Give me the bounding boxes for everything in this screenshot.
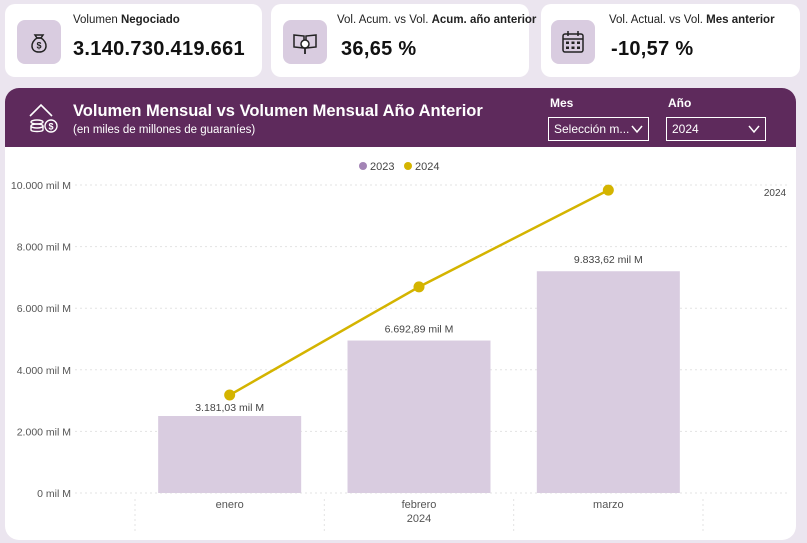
point-enero: [224, 389, 236, 401]
combo-chart: 0 mil M 2.000 mil M 4.000 mil M 6.000 mil M…: [11, 161, 790, 532]
x-group-label: 2024: [407, 513, 431, 525]
kpi-label: Vol. Actual. vs Vol. Mes anterior: [609, 14, 775, 26]
kpi-value: 3.140.730.419.661: [73, 38, 245, 60]
slicer-anio-value: 2024: [672, 122, 699, 136]
x-tick-label: enero: [216, 499, 244, 511]
kpi-card-mes-anterior: Vol. Actual. vs Vol. Mes anterior -10,57…: [541, 4, 800, 77]
kpi-label: Vol. Acum. vs Vol. Acum. año anterior: [337, 14, 537, 26]
slicer-mes-label: Mes: [550, 96, 574, 110]
svg-text:$: $: [36, 41, 41, 51]
panel-header: $ Volumen Mensual vs Volumen Mensual Año…: [5, 88, 796, 147]
y-tick-label: 0 mil M: [37, 488, 71, 500]
slicer-anio-dropdown[interactable]: 2024: [666, 117, 766, 141]
point-febrero: [413, 281, 425, 293]
data-label: 6.692,89 mil M: [385, 324, 454, 336]
slicer-mes-value: Selección m...: [554, 122, 630, 136]
slicer-anio-label: Año: [668, 96, 692, 110]
legend-label-2023: 2023: [370, 161, 394, 173]
chevron-down-icon: [748, 125, 760, 134]
y-tick-label: 4.000 mil M: [17, 365, 71, 377]
svg-text:$: $: [48, 122, 53, 132]
data-label: 9.833,62 mil M: [574, 254, 643, 266]
y-tick-label: 6.000 mil M: [17, 303, 71, 315]
point-marzo: [602, 184, 614, 196]
slicer-mes-dropdown[interactable]: Selección m...: [548, 117, 649, 141]
panel-title: Volumen Mensual vs Volumen Mensual Año A…: [73, 102, 483, 120]
x-tick-label: febrero: [402, 499, 437, 511]
book-search-icon: [283, 20, 327, 64]
y-tick-label: 8.000 mil M: [17, 242, 71, 254]
money-bag-icon: $: [17, 20, 61, 64]
bar-febrero: [347, 340, 491, 493]
y-tick-label: 10.000 mil M: [11, 180, 71, 192]
kpi-value: -10,57 %: [611, 38, 694, 60]
calendar-icon: [551, 20, 595, 64]
x-tick-label: marzo: [593, 499, 624, 511]
kpi-label: Volumen Negociado: [73, 14, 180, 26]
kpi-card-acumulado: Vol. Acum. vs Vol. Acum. año anterior 36…: [271, 4, 536, 77]
panel-subtitle: (en miles de millones de guaraníes): [73, 124, 256, 136]
legend-marker-2024: [404, 162, 412, 170]
line-end-label: 2024: [764, 188, 787, 199]
kpi-value: 36,65 %: [341, 38, 417, 60]
chevron-down-icon: [631, 125, 643, 134]
bar-marzo: [536, 271, 680, 493]
legend-label-2024: 2024: [415, 161, 439, 173]
coins-growth-icon: $: [27, 101, 61, 140]
chart-panel: $ Volumen Mensual vs Volumen Mensual Año…: [5, 88, 796, 540]
y-tick-label: 2.000 mil M: [17, 426, 71, 438]
kpi-card-volumen: $ Volumen Negociado 3.140.730.419.661: [5, 4, 262, 77]
bar-enero: [158, 416, 302, 493]
legend-marker-2023: [359, 162, 367, 170]
data-label: 3.181,03 mil M: [195, 402, 264, 414]
